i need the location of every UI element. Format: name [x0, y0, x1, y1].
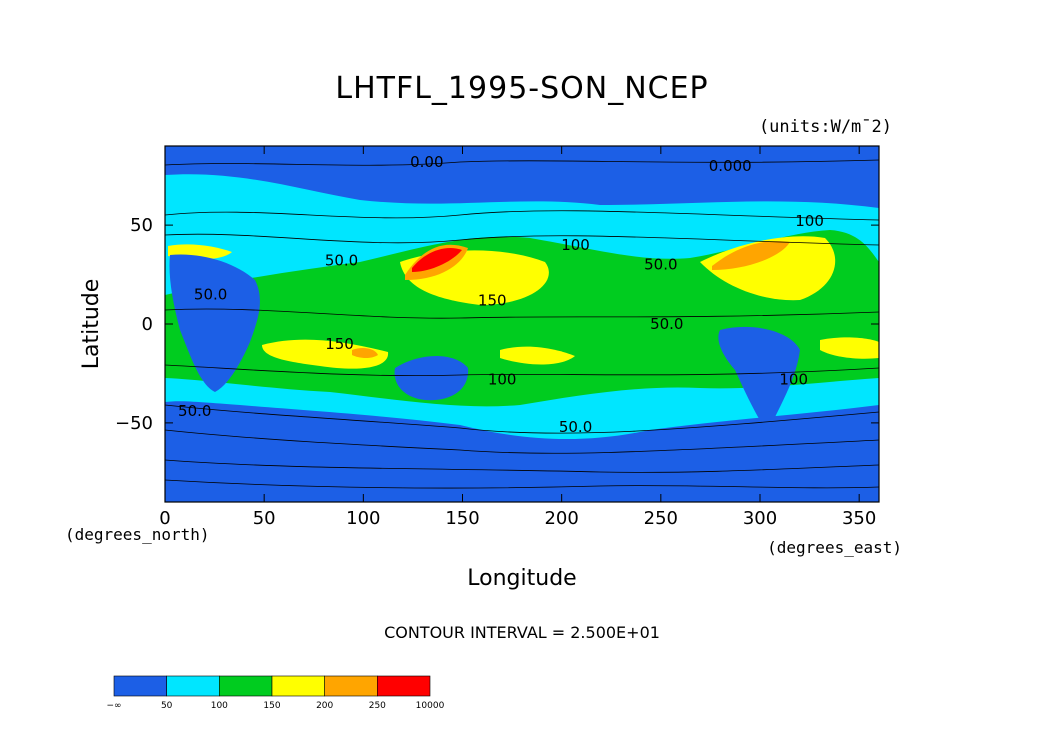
colorbar-swatch — [113, 675, 167, 697]
contour-label: 50.0 — [650, 315, 683, 333]
colorbar-tick-label: 250 — [369, 701, 386, 711]
x-tick-label: 350 — [842, 508, 876, 529]
colorbar-swatch — [166, 675, 220, 697]
colorbar-tick-label: 150 — [263, 701, 280, 711]
contour-label: 50.0 — [178, 402, 211, 420]
colorbar-tick-label: 10000 — [416, 701, 445, 711]
patch-150-200-indian — [262, 339, 389, 369]
units-label: (units:W/m¯2) — [759, 117, 892, 137]
contour-lines — [165, 159, 879, 489]
contour-label: 50.0 — [559, 418, 592, 436]
x-tick-label: 100 — [346, 508, 380, 529]
colorbar-swatch — [219, 675, 273, 697]
contour-label: 100 — [561, 236, 590, 254]
y-tick-label: 0 — [142, 314, 153, 335]
x-axis: 0 50 100 150 200 250 300 350 — [159, 146, 876, 529]
contour-interval-label: CONTOUR INTERVAL = 2.500E+01 — [384, 623, 660, 642]
colorbar-legend: −∞ 50 100 150 200 250 10000 — [106, 675, 445, 711]
contour-label: 150 — [325, 335, 354, 353]
x-tick-label: 250 — [644, 508, 678, 529]
colorbar-tick-label: 50 — [161, 701, 173, 711]
x-tick-label: 300 — [743, 508, 777, 529]
contour-label: 100 — [488, 370, 517, 388]
colorbar-swatch — [324, 675, 378, 697]
contour-label: 150 — [478, 291, 507, 309]
contour-label: 100 — [779, 370, 808, 388]
y-unit-label: (degrees_north) — [65, 525, 210, 544]
patch-150-200-south-atlantic — [820, 337, 879, 359]
contour-label: 0.000 — [709, 157, 752, 175]
patch-250-plus-kuroshio — [412, 248, 462, 272]
contour-label: 50.0 — [325, 252, 358, 270]
patch-200-250-indian — [352, 347, 378, 359]
contour-label: 100 — [795, 212, 824, 230]
contour-label: 50.0 — [194, 285, 227, 303]
chart-title: LHTFL_1995-SON_NCEP — [335, 71, 708, 106]
x-tick-label: 200 — [544, 508, 578, 529]
colorbar-tick-label: 100 — [211, 701, 228, 711]
colorbar-swatch — [271, 675, 325, 697]
colorbar-tick-label: 200 — [316, 701, 333, 711]
map-field — [165, 146, 879, 502]
colorbar-tick-label: −∞ — [106, 701, 121, 711]
land-australia — [394, 356, 469, 401]
x-tick-label: 150 — [445, 508, 479, 529]
x-tick-label: 50 — [253, 508, 276, 529]
patch-200-250-gulfstream — [712, 241, 790, 270]
land-africa — [169, 254, 260, 392]
contour-label-layer: 0.00 0.000 50.0 50.0 100 50.0 100 150 50.0 150 100… — [178, 153, 824, 436]
land-south-america — [718, 326, 800, 432]
x-axis-label: Longitude — [467, 566, 576, 591]
x-tick-label: 0 — [159, 508, 170, 529]
y-tick-label: 50 — [130, 215, 153, 236]
colorbar-swatch — [377, 675, 431, 697]
x-unit-label: (degrees_east) — [767, 538, 902, 557]
y-axis: 50 0 −50 — [115, 215, 879, 434]
contour-label: 50.0 — [644, 256, 677, 274]
contour-label: 0.00 — [410, 153, 443, 171]
y-tick-label: −50 — [115, 413, 153, 434]
patch-150-200-south-pacific — [500, 346, 575, 365]
y-axis-label: Latitude — [79, 279, 104, 370]
